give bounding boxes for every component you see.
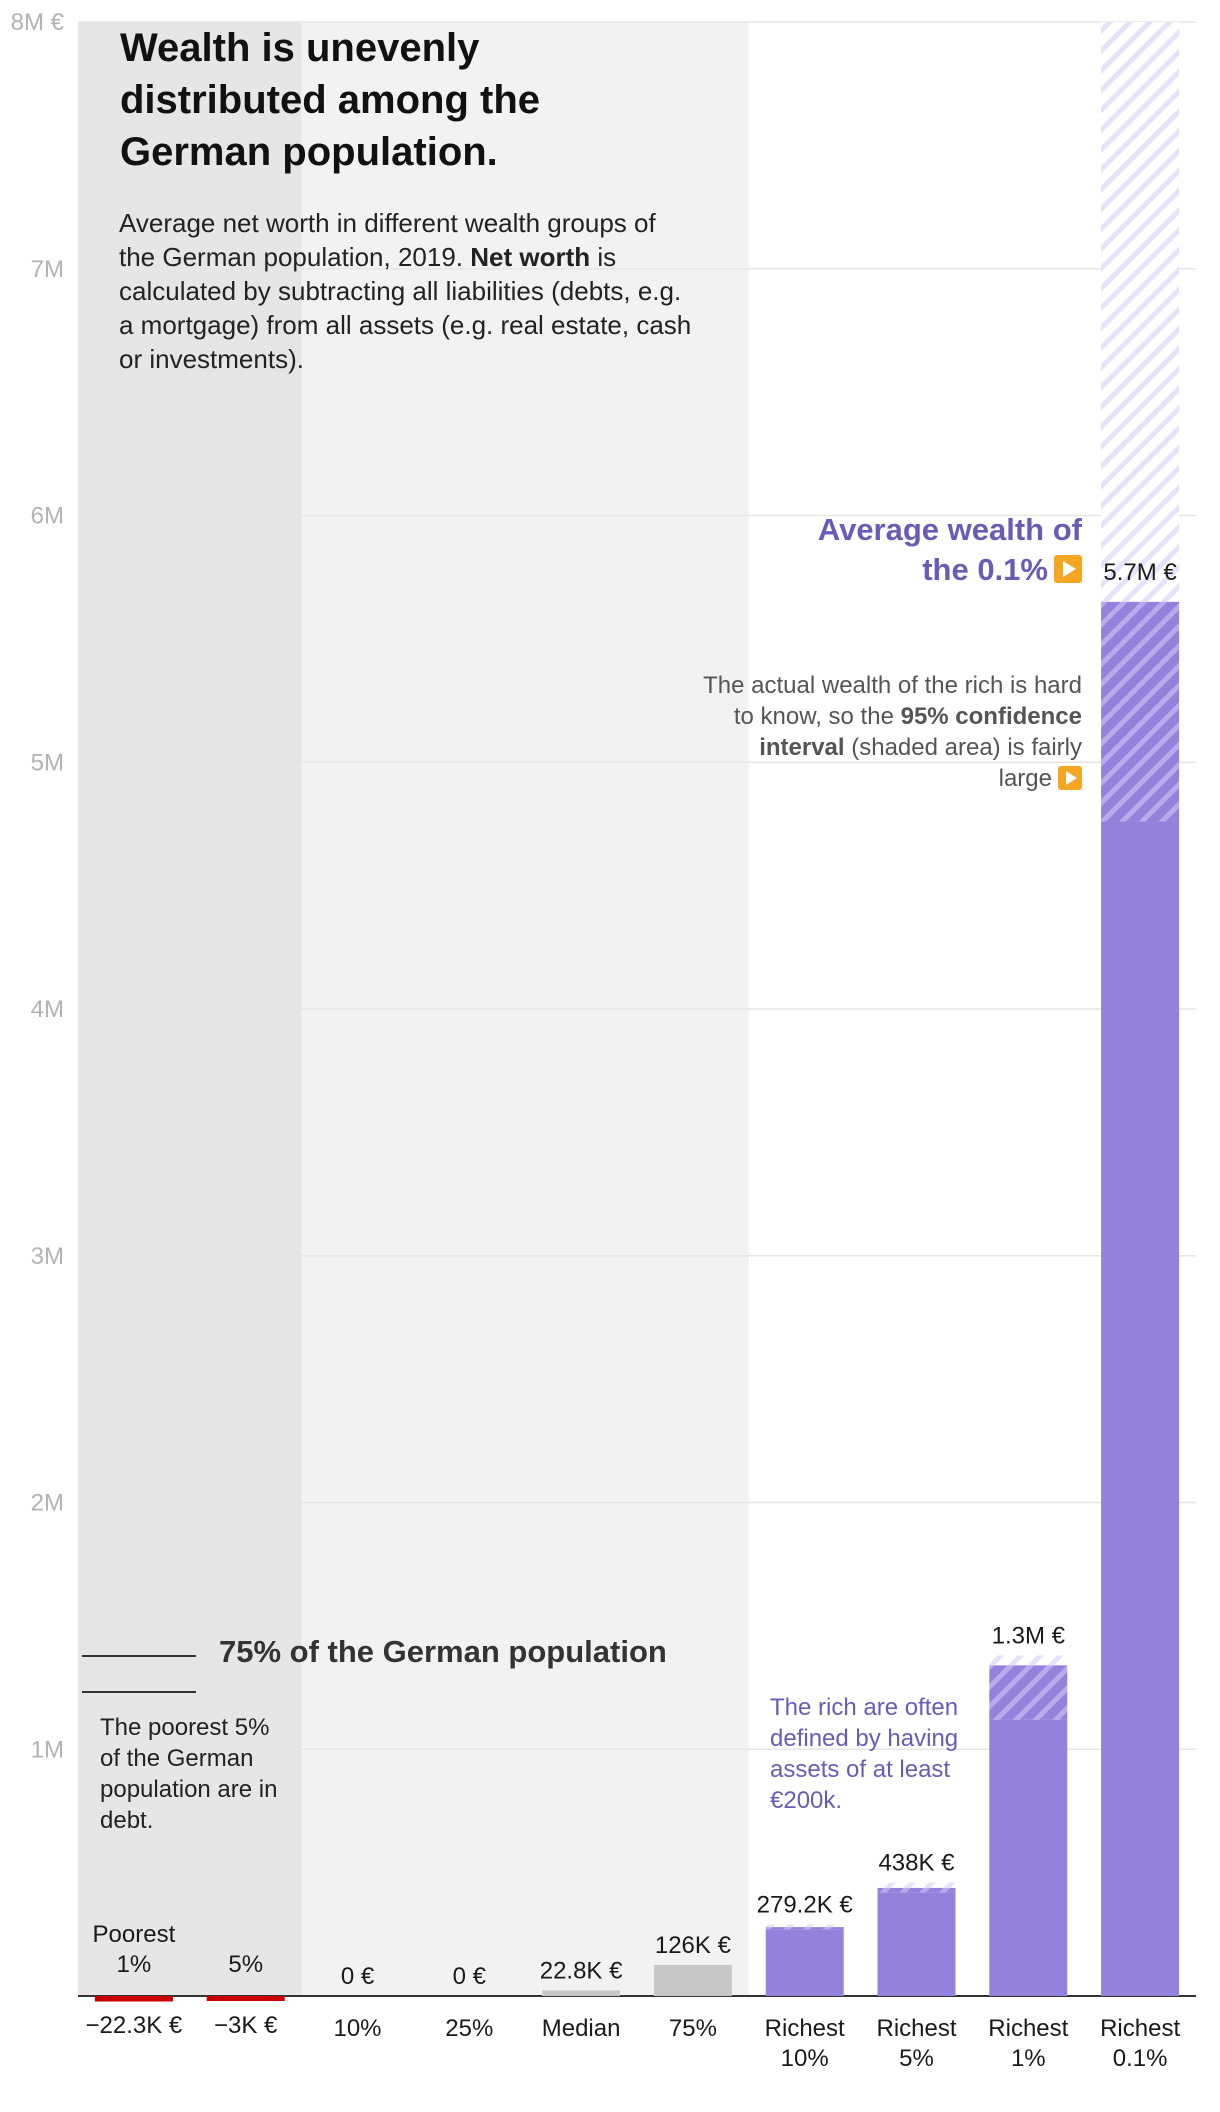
value-label: −22.3K € bbox=[86, 2012, 183, 2039]
confidence-interval-upper bbox=[989, 1655, 1068, 1666]
subtitle-bold: Net worth bbox=[470, 242, 591, 272]
category-label: Richest bbox=[988, 2015, 1068, 2042]
value-label: −3K € bbox=[214, 2012, 278, 2039]
category-label: Richest bbox=[876, 2015, 956, 2042]
annotation-poorest-in-debt: The poorest 5% of the German population … bbox=[100, 1714, 278, 1834]
y-tick-label: 6M bbox=[31, 503, 64, 530]
category-label: 1% bbox=[1011, 2045, 1046, 2072]
confidence-interval-lower bbox=[765, 1927, 844, 1930]
play-icon bbox=[1054, 555, 1082, 583]
chart-title: Wealth is unevenly distributed among the… bbox=[120, 26, 540, 174]
y-tick-label: 8M € bbox=[11, 9, 65, 36]
value-label: 0 € bbox=[453, 1963, 487, 1990]
value-label: 0 € bbox=[341, 1963, 375, 1990]
category-label: 5% bbox=[228, 1951, 263, 1978]
category-label: 10% bbox=[333, 2015, 381, 2042]
category-label: Richest bbox=[1100, 2015, 1180, 2042]
bar bbox=[94, 1996, 173, 2002]
y-tick-label: 3M bbox=[31, 1243, 64, 1270]
labels: −22.3K € Poorest 1% −3K € 5% 0 € 10% 0 € 25% 22.8… bbox=[82, 559, 1180, 2072]
confidence-interval-lower bbox=[877, 1887, 956, 1893]
value-label: 279.2K € bbox=[757, 1891, 854, 1918]
y-tick-label: 4M bbox=[31, 996, 64, 1023]
category-label: 10% bbox=[781, 2045, 829, 2072]
y-tick-label: 5M bbox=[31, 749, 64, 776]
annotation-75-percent-population: 75% of the German population bbox=[219, 1634, 667, 1669]
bar bbox=[1101, 821, 1180, 1996]
category-label: 0.1% bbox=[1113, 2045, 1168, 2072]
category-label: 75% bbox=[669, 2015, 717, 2042]
bar bbox=[206, 1996, 285, 2001]
annotation-confidence-interval: The actual wealth of the rich is hard to… bbox=[702, 670, 1082, 794]
bar bbox=[765, 1929, 844, 1996]
subtitle-part1: Average net worth in different wealth gr… bbox=[119, 208, 656, 272]
value-label: 126K € bbox=[655, 1932, 732, 1959]
value-label: 5.7M € bbox=[1103, 559, 1177, 586]
y-tick-label: 7M bbox=[31, 256, 64, 283]
ci-text-part1: The actual wealth of the rich is hard to… bbox=[703, 672, 1082, 730]
value-label: 22.8K € bbox=[540, 1957, 623, 1984]
category-label: Richest bbox=[765, 2015, 845, 2042]
category-label: 5% bbox=[899, 2045, 934, 2072]
annotation-top-01-percent: Average wealth of the 0.1% bbox=[782, 510, 1082, 590]
bar bbox=[989, 1719, 1068, 1996]
value-label: 438K € bbox=[878, 1849, 955, 1876]
category-label: Median bbox=[542, 2015, 621, 2042]
bar bbox=[542, 1990, 621, 1996]
bars bbox=[94, 22, 1180, 2002]
y-tick-label: 2M bbox=[31, 1490, 64, 1517]
ci-text-bold: 95% confidence interval bbox=[759, 703, 1082, 761]
category-label: 25% bbox=[445, 2015, 493, 2042]
confidence-interval-upper bbox=[1101, 22, 1180, 602]
confidence-interval-lower bbox=[1101, 601, 1180, 822]
confidence-interval-upper bbox=[765, 1924, 844, 1928]
confidence-interval-lower bbox=[989, 1665, 1068, 1720]
y-tick-label: 1M bbox=[31, 1736, 64, 1763]
value-label: 1.3M € bbox=[992, 1622, 1066, 1649]
category-label: Poorest bbox=[93, 1921, 176, 1948]
annotation-rich-definition: The rich are often defined by having ass… bbox=[770, 1694, 959, 1814]
bar bbox=[877, 1892, 956, 1996]
subtitle-part2: is calculated by subtracting all liabili… bbox=[119, 242, 692, 374]
bar bbox=[653, 1964, 732, 1996]
annotation-top-01-text: Average wealth of the 0.1% bbox=[817, 512, 1082, 587]
confidence-interval-upper bbox=[877, 1882, 956, 1888]
category-label: 1% bbox=[117, 1951, 152, 1978]
chart-subtitle: Average net worth in different wealth gr… bbox=[119, 206, 699, 376]
ci-text-part2: (shaded area) is fairly large bbox=[844, 734, 1082, 792]
play-icon bbox=[1058, 766, 1082, 790]
